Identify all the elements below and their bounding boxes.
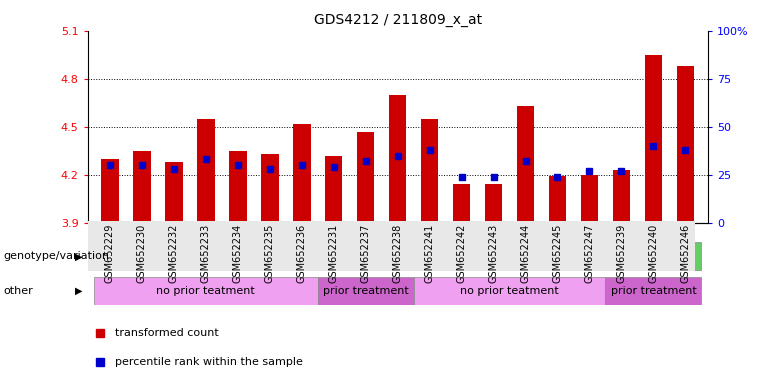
Text: GSM652234: GSM652234 bbox=[233, 223, 243, 283]
Text: genotype/variation: genotype/variation bbox=[4, 251, 110, 262]
FancyBboxPatch shape bbox=[88, 221, 695, 271]
Bar bbox=[293, 124, 310, 223]
Text: GSM652240: GSM652240 bbox=[648, 223, 658, 283]
Title: GDS4212 / 211809_x_at: GDS4212 / 211809_x_at bbox=[314, 13, 482, 27]
Text: GSM652241: GSM652241 bbox=[425, 223, 435, 283]
Bar bbox=[357, 132, 374, 223]
Text: GSM652247: GSM652247 bbox=[584, 223, 594, 283]
Bar bbox=[389, 95, 406, 223]
Bar bbox=[677, 66, 694, 223]
Text: GSM652238: GSM652238 bbox=[393, 223, 403, 283]
Text: del11q: del11q bbox=[232, 250, 275, 263]
Bar bbox=[485, 184, 502, 223]
Bar bbox=[453, 184, 470, 223]
Bar bbox=[414, 243, 702, 270]
Text: ▶: ▶ bbox=[75, 251, 82, 262]
Bar bbox=[645, 55, 662, 223]
Bar bbox=[549, 176, 566, 223]
Text: transformed count: transformed count bbox=[116, 328, 219, 338]
Text: percentile rank within the sample: percentile rank within the sample bbox=[116, 357, 304, 367]
Text: GSM652233: GSM652233 bbox=[201, 223, 211, 283]
Text: no prior teatment: no prior teatment bbox=[157, 286, 255, 296]
Bar bbox=[414, 277, 606, 305]
Text: prior treatment: prior treatment bbox=[610, 286, 696, 296]
Text: GSM652229: GSM652229 bbox=[105, 223, 115, 283]
Text: prior treatment: prior treatment bbox=[323, 286, 409, 296]
Bar bbox=[229, 151, 247, 223]
Text: GSM652230: GSM652230 bbox=[137, 223, 147, 283]
Text: GSM652237: GSM652237 bbox=[361, 223, 371, 283]
Text: GSM652232: GSM652232 bbox=[169, 223, 179, 283]
Text: GSM652244: GSM652244 bbox=[521, 223, 530, 283]
Text: GSM652236: GSM652236 bbox=[297, 223, 307, 283]
Bar bbox=[197, 119, 215, 223]
Bar bbox=[94, 243, 414, 270]
Bar bbox=[581, 175, 598, 223]
Text: GSM652242: GSM652242 bbox=[457, 223, 466, 283]
Text: GSM652235: GSM652235 bbox=[265, 223, 275, 283]
Bar bbox=[94, 277, 317, 305]
Text: GSM652245: GSM652245 bbox=[552, 223, 562, 283]
Bar bbox=[421, 119, 438, 223]
Bar bbox=[606, 277, 702, 305]
Text: GSM652231: GSM652231 bbox=[329, 223, 339, 283]
Bar bbox=[165, 162, 183, 223]
Text: GSM652239: GSM652239 bbox=[616, 223, 626, 283]
Text: GSM652243: GSM652243 bbox=[489, 223, 498, 283]
Bar bbox=[613, 170, 630, 223]
Bar bbox=[517, 106, 534, 223]
Bar bbox=[317, 277, 414, 305]
Bar bbox=[133, 151, 151, 223]
Bar bbox=[261, 154, 279, 223]
Bar bbox=[325, 156, 342, 223]
Text: no prior teatment: no prior teatment bbox=[460, 286, 559, 296]
Text: ▶: ▶ bbox=[75, 286, 82, 296]
Bar bbox=[101, 159, 119, 223]
Text: non-del11q: non-del11q bbox=[522, 250, 593, 263]
Text: GSM652246: GSM652246 bbox=[680, 223, 690, 283]
Text: other: other bbox=[4, 286, 33, 296]
